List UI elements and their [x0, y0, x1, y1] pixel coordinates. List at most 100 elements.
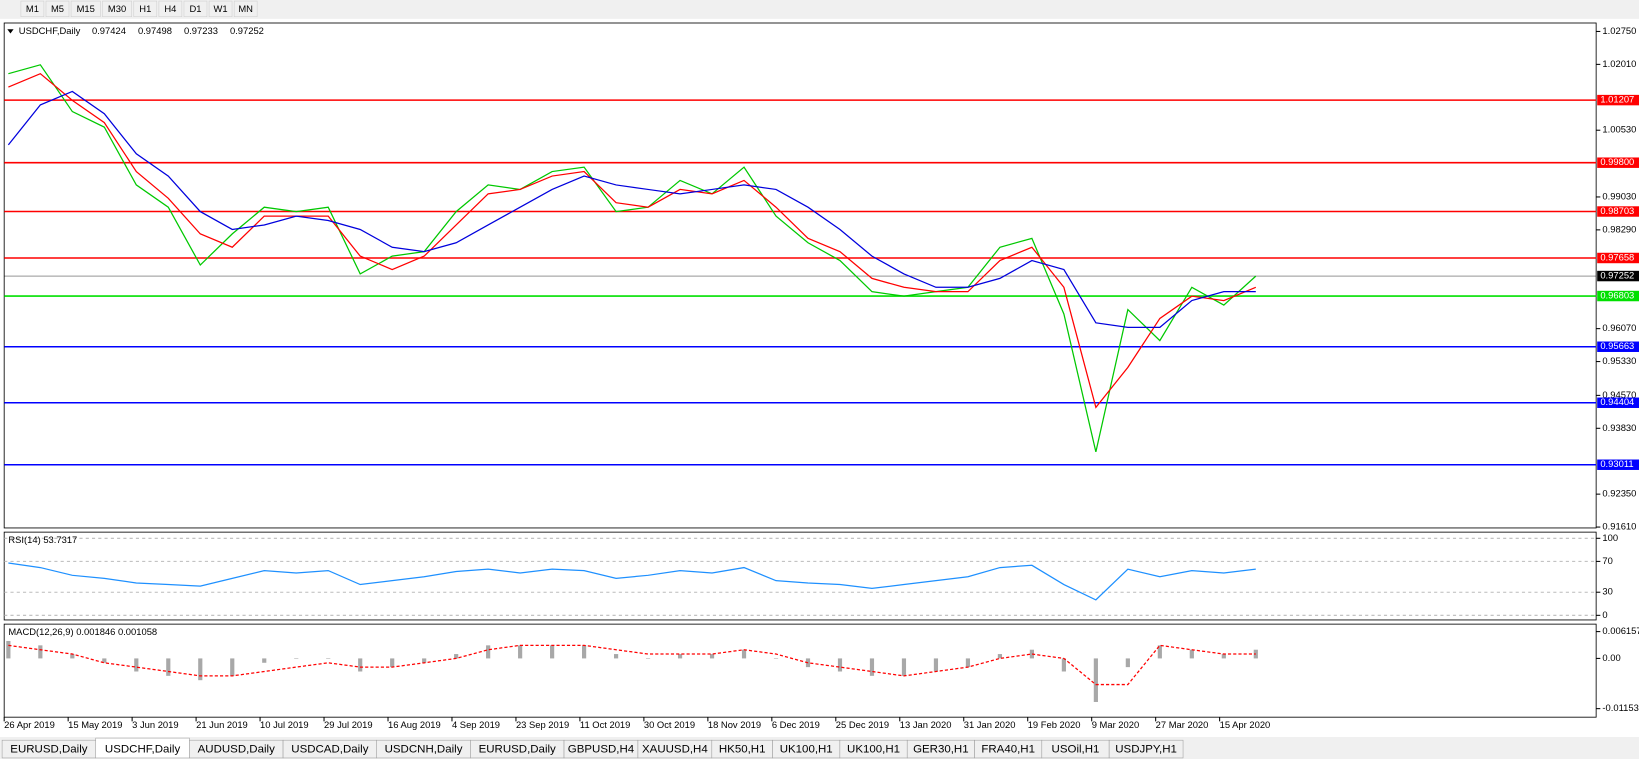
tab-label[interactable]: EURUSD,Daily: [10, 744, 87, 756]
timeframe-label[interactable]: W1: [214, 3, 228, 14]
x-tick-label: 3 Jun 2019: [132, 719, 178, 730]
histogram-bar: [358, 658, 363, 672]
level-label: 0.99800: [1600, 156, 1634, 167]
collapse-icon[interactable]: [7, 29, 14, 34]
timeframe-button[interactable]: [102, 0, 132, 17]
timeframe-button[interactable]: [183, 0, 208, 17]
x-tick-label: 11 Oct 2019: [580, 719, 630, 730]
x-tick-label: 16 Aug 2019: [388, 719, 441, 730]
timeframe-label[interactable]: M1: [26, 3, 39, 14]
tab-label[interactable]: USOil,H1: [1052, 744, 1100, 756]
histogram-bar: [645, 658, 651, 659]
x-tick-label: 18 Nov 2019: [708, 719, 761, 730]
timeframe-button[interactable]: [45, 0, 70, 17]
tab-label[interactable]: GER30,H1: [913, 744, 969, 756]
histogram-bar: [422, 658, 427, 663]
histogram-bar: [390, 658, 395, 668]
y-tick-label: 0.93830: [1602, 422, 1636, 433]
level-label: 0.95663: [1600, 340, 1634, 351]
y-tick-label: 30: [1602, 586, 1612, 597]
timeframe-button[interactable]: [70, 0, 101, 17]
level-label-box: [1597, 341, 1639, 352]
tab-label[interactable]: USDJPY,H1: [1115, 744, 1177, 756]
tab-label[interactable]: USDCAD,Daily: [291, 744, 368, 756]
tab-label[interactable]: AUDUSD,Daily: [198, 744, 275, 756]
level-label-box: [1597, 252, 1639, 264]
timeframe-label[interactable]: H4: [164, 3, 176, 14]
histogram-bar: [134, 658, 139, 672]
timeframe-label[interactable]: D1: [189, 3, 201, 14]
timeframe-label[interactable]: MN: [238, 3, 253, 14]
y-tick-label: 0.96070: [1602, 322, 1636, 333]
x-tick-label: 9 Mar 2020: [1092, 719, 1140, 730]
timeframe-label[interactable]: H1: [139, 3, 151, 14]
tab-label[interactable]: USDCHF,Daily: [105, 744, 181, 756]
histogram-bar: [773, 658, 779, 659]
y-tick-label: 1.02750: [1602, 25, 1636, 36]
quote-value: 0.97252: [230, 25, 264, 36]
tab-label[interactable]: FRA40,H1: [981, 744, 1035, 756]
timeframe-button[interactable]: [20, 0, 45, 17]
timeframe-label[interactable]: M30: [108, 3, 126, 14]
histogram-bar: [1061, 658, 1066, 672]
x-tick-label: 27 Mar 2020: [1156, 719, 1209, 730]
tab-label[interactable]: EURUSD,Daily: [479, 744, 556, 756]
tab-label[interactable]: HK50,H1: [719, 744, 766, 756]
histogram-bar: [102, 658, 107, 663]
level-label: 1.01207: [1600, 94, 1634, 105]
series-line: [8, 72, 1257, 409]
tab[interactable]: [1108, 739, 1184, 759]
y-tick-label: 0.92350: [1602, 488, 1636, 499]
y-tick-label: 0.91610: [1602, 521, 1636, 532]
series-line: [8, 562, 1256, 601]
x-tick-label: 25 Dec 2019: [836, 719, 889, 730]
timeframe-button[interactable]: [233, 0, 258, 17]
timeframe-button[interactable]: [158, 0, 183, 17]
timeframe-label[interactable]: M15: [77, 3, 95, 14]
level-label: 0.97252: [1600, 270, 1634, 281]
series-line: [8, 644, 1256, 686]
histogram-bar: [166, 658, 171, 676]
quote-value: 0.97424: [92, 25, 126, 36]
x-tick-label: 31 Jan 2020: [964, 719, 1016, 730]
y-tick-label: 0.94570: [1602, 389, 1636, 400]
macd-pane: [3, 623, 1597, 718]
tab-label[interactable]: XAUUSD,H4: [642, 744, 708, 756]
timeframe-label[interactable]: M5: [51, 3, 64, 14]
tab-label[interactable]: USDCNH,Daily: [385, 744, 463, 756]
y-tick-label: 70: [1602, 555, 1612, 566]
x-tick-label: 15 Apr 2020: [1220, 719, 1271, 730]
y-tick-label: 0.98290: [1602, 223, 1636, 234]
tab-label[interactable]: UK100,H1: [780, 744, 833, 756]
y-tick-label: 0.95330: [1602, 355, 1636, 366]
level-label-box: [1597, 206, 1639, 217]
histogram-bar: [933, 658, 939, 672]
x-tick-label: 10 Jul 2019: [260, 719, 309, 730]
tab-label[interactable]: GBPUSD,H4: [568, 744, 635, 756]
histogram-bar: [1125, 658, 1130, 668]
x-tick-label: 15 May 2019: [68, 719, 122, 730]
histogram-bar: [262, 658, 267, 663]
series-line: [7, 90, 1256, 328]
timeframe-button[interactable]: [208, 0, 233, 17]
y-tick-label: 100: [1602, 532, 1618, 543]
histogram-bar: [582, 645, 587, 659]
y-tick-label: 0.006157: [1602, 625, 1639, 636]
histogram-bar: [550, 645, 555, 659]
toolbar: [0, 0, 1639, 19]
histogram-bar: [454, 654, 459, 659]
x-tick-label: 26 Apr 2019: [4, 719, 55, 730]
level-label: 0.93011: [1600, 458, 1633, 469]
level-label: 0.96803: [1600, 290, 1634, 301]
histogram-bar: [901, 658, 907, 676]
tab-label[interactable]: UK100,H1: [847, 744, 900, 756]
timeframe-button[interactable]: [133, 0, 158, 17]
level-label: 0.94404: [1600, 396, 1634, 407]
x-tick-label: 6 Dec 2019: [772, 719, 820, 730]
level-label-box: [1597, 157, 1639, 168]
x-tick-label: 4 Sep 2019: [452, 719, 500, 730]
level-label: 0.98703: [1600, 205, 1634, 216]
level-label-box: [1597, 94, 1639, 106]
histogram-bar: [38, 645, 43, 659]
y-tick-label: 0: [1602, 609, 1607, 620]
